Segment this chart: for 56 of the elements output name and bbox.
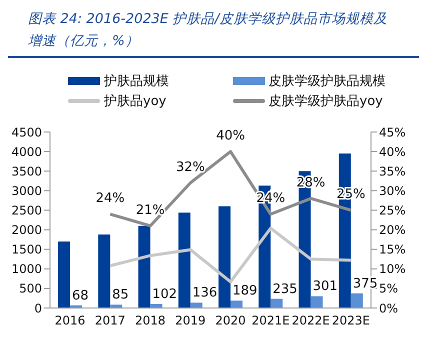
data-label: 136 xyxy=(192,286,218,301)
x-tick-label: 2023E xyxy=(332,314,370,328)
data-label: 24% xyxy=(96,191,125,206)
data-label: 235 xyxy=(272,282,298,297)
y-tick-label: 2500 xyxy=(11,203,42,218)
bar xyxy=(230,300,243,308)
data-label: 375 xyxy=(352,276,378,292)
y2-tick-label: 45% xyxy=(379,125,406,140)
legend-label: 皮肤学级护肤品规模 xyxy=(268,73,386,90)
y2-tick-label: 5% xyxy=(379,282,398,296)
x-tick-label: 2017 xyxy=(94,314,126,328)
chart-title: 图表 24: 2016-2023E 护肤品/皮肤学级护肤品市场规模及增速（亿元，%） xyxy=(8,8,419,58)
x-tick-label: 2018 xyxy=(135,314,166,328)
x-tick-label: 2022E xyxy=(292,314,330,328)
y2-tick-label: 30% xyxy=(379,184,406,198)
y-tick-label: 2000 xyxy=(11,223,42,238)
data-label: 21% xyxy=(136,202,165,218)
y-tick-label: 3500 xyxy=(11,164,42,178)
bar xyxy=(58,242,70,308)
y2-tick-label: 35% xyxy=(379,164,406,178)
x-tick-label: 2021E xyxy=(252,314,290,328)
y2-tick-label: 40% xyxy=(379,144,406,159)
legend-label: 护肤品规模 xyxy=(104,73,169,90)
bar xyxy=(270,298,283,308)
x-tick-label: 2016 xyxy=(54,314,86,328)
data-label: 102 xyxy=(152,287,178,302)
y-tick-label: 500 xyxy=(19,282,42,296)
y2-tick-label: 25% xyxy=(379,203,406,218)
bar xyxy=(178,212,190,308)
bar xyxy=(190,302,202,308)
data-label: 189 xyxy=(232,284,258,299)
y-tick-label: 3000 xyxy=(11,184,42,198)
legend-label: 护肤品yoy xyxy=(104,93,166,110)
y-tick-label: 0 xyxy=(34,301,42,316)
y2-tick-label: 15% xyxy=(379,242,406,257)
legend-label: 皮肤学级护肤品yoy xyxy=(268,93,383,110)
bar xyxy=(350,293,363,308)
data-label: 301 xyxy=(312,279,338,294)
data-label: 40% xyxy=(216,128,246,144)
y-tick-label: 1000 xyxy=(11,262,42,276)
data-label: 68 xyxy=(72,288,89,304)
y-tick-label: 4500 xyxy=(11,125,42,140)
bar xyxy=(310,296,323,308)
y2-tick-label: 20% xyxy=(379,223,406,238)
x-tick-label: 2020 xyxy=(215,314,246,328)
y-tick-label: 4000 xyxy=(11,144,42,159)
bar xyxy=(138,226,150,308)
data-label: 32% xyxy=(176,160,205,175)
bar xyxy=(98,234,110,308)
data-label: 85 xyxy=(112,288,129,303)
y-tick-label: 1500 xyxy=(11,242,42,257)
y2-tick-label: 0% xyxy=(379,301,398,316)
x-tick-label: 2019 xyxy=(175,314,206,328)
y2-tick-label: 10% xyxy=(379,262,406,276)
bar xyxy=(110,304,122,308)
bar xyxy=(218,206,231,308)
